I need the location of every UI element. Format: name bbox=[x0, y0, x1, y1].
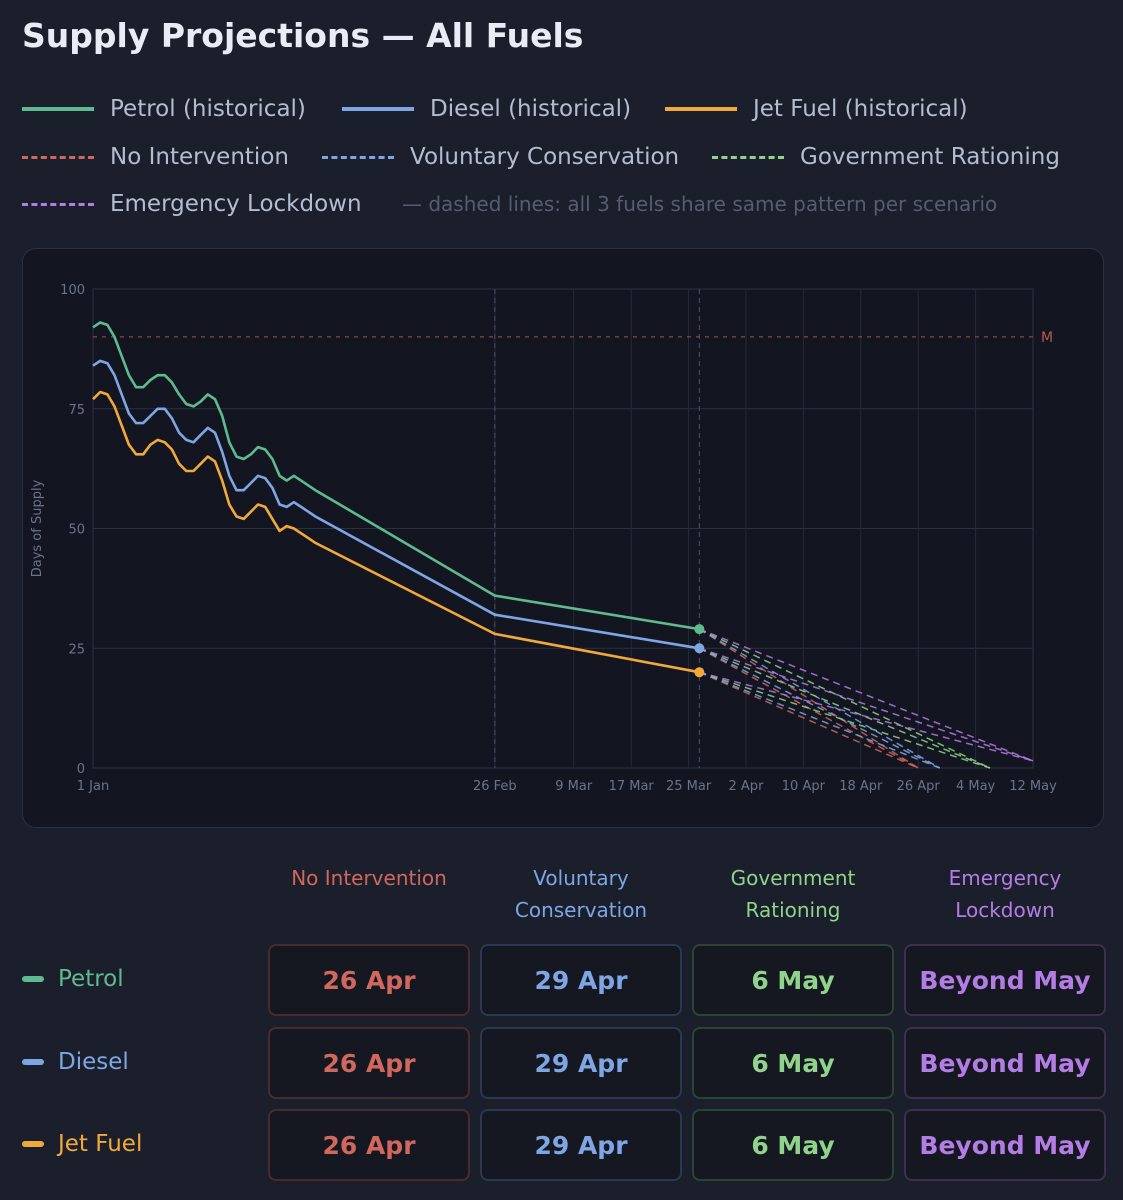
legend-item-petrol[interactable]: Petrol (historical) bbox=[22, 96, 306, 122]
legend-label: Jet Fuel (historical) bbox=[753, 96, 968, 122]
row-dot-diesel bbox=[22, 1059, 44, 1065]
cell-diesel-voluntary-conservation: 29 Apr bbox=[480, 1027, 682, 1099]
column-header-label: Government Rationing bbox=[730, 866, 856, 922]
projection-line-emergency-lockdown bbox=[699, 628, 1034, 762]
column-header-emergency-lockdown: Emergency Lockdown bbox=[904, 862, 1106, 926]
series-endpoint bbox=[694, 624, 705, 635]
series-endpoint bbox=[694, 643, 705, 654]
row-label-text: Diesel bbox=[58, 1049, 129, 1075]
legend-label: Emergency Lockdown bbox=[110, 191, 362, 217]
row-label-text: Jet Fuel bbox=[58, 1131, 143, 1157]
cell-diesel-government-rationing: 6 May bbox=[692, 1027, 894, 1099]
legend-note: — dashed lines: all 3 fuels share same p… bbox=[402, 192, 998, 216]
row-dot-petrol bbox=[22, 976, 44, 982]
y-tick-label: 75 bbox=[68, 403, 85, 418]
projection-line-government-rationing bbox=[699, 628, 991, 769]
x-tick-label: 9 Mar bbox=[555, 779, 593, 794]
legend-label: Voluntary Conservation bbox=[410, 144, 680, 170]
projection-line-no-intervention bbox=[698, 647, 919, 769]
series-line-diesel bbox=[92, 359, 700, 650]
legend-label: Diesel (historical) bbox=[430, 96, 632, 122]
projection-line-government-rationing bbox=[699, 647, 991, 769]
column-header-label: Voluntary Conservation bbox=[514, 866, 648, 922]
x-tick-label: 1 Jan bbox=[77, 779, 109, 794]
cell-petrol-voluntary-conservation: 29 Apr bbox=[480, 944, 682, 1016]
legend-item-jet-fuel[interactable]: Jet Fuel (historical) bbox=[665, 96, 968, 122]
legend-item-voluntary-conservation[interactable]: Voluntary Conservation bbox=[322, 144, 679, 170]
cell-petrol-no-intervention: 26 Apr bbox=[268, 944, 470, 1016]
y-tick-label: 0 bbox=[77, 762, 85, 777]
legend-label: Petrol (historical) bbox=[110, 96, 306, 122]
column-header-voluntary-conservation: Voluntary Conservation bbox=[480, 862, 682, 926]
projection-line-emergency-lockdown bbox=[699, 671, 1034, 762]
legend-item-no-intervention[interactable]: No Intervention bbox=[22, 144, 289, 170]
row-dot-jet-fuel bbox=[22, 1141, 44, 1147]
cell-diesel-no-intervention: 26 Apr bbox=[268, 1027, 470, 1099]
legend-swatch-voluntary-conservation bbox=[322, 155, 394, 159]
legend-swatch-diesel bbox=[342, 107, 414, 111]
projection-line-voluntary-conservation bbox=[699, 647, 941, 769]
row-label-text: Petrol bbox=[58, 966, 124, 992]
x-tick-label: 10 Apr bbox=[782, 779, 826, 794]
x-tick-label: 18 Apr bbox=[839, 779, 883, 794]
projection-line-voluntary-conservation bbox=[698, 628, 941, 769]
legend-swatch-government-rationing bbox=[712, 155, 784, 159]
cell-petrol-emergency-lockdown: Beyond May bbox=[904, 944, 1106, 1016]
legend-swatch-no-intervention bbox=[22, 155, 94, 159]
legend-item-diesel[interactable]: Diesel (historical) bbox=[342, 96, 631, 122]
x-tick-label: 2 Apr bbox=[729, 779, 765, 794]
legend-label: No Intervention bbox=[110, 144, 289, 170]
projection-line-no-intervention bbox=[698, 628, 919, 769]
x-tick-label: 17 Mar bbox=[609, 779, 655, 794]
cell-jet-fuel-no-intervention: 26 Apr bbox=[268, 1109, 470, 1181]
cell-jet-fuel-voluntary-conservation: 29 Apr bbox=[480, 1109, 682, 1181]
row-label-petrol: Petrol bbox=[22, 966, 124, 992]
series-line-jet bbox=[92, 390, 700, 674]
row-label-diesel: Diesel bbox=[22, 1049, 129, 1075]
column-header-no-intervention: No Intervention bbox=[291, 866, 447, 890]
y-tick-label: 100 bbox=[60, 283, 85, 298]
cell-diesel-emergency-lockdown: Beyond May bbox=[904, 1027, 1106, 1099]
legend-label: Government Rationing bbox=[800, 144, 1060, 170]
series-endpoint bbox=[694, 667, 705, 678]
column-header-label: Emergency Lockdown bbox=[948, 866, 1062, 922]
cell-jet-fuel-emergency-lockdown: Beyond May bbox=[904, 1109, 1106, 1181]
legend-item-emergency-lockdown[interactable]: Emergency Lockdown bbox=[22, 191, 362, 217]
legend-swatch-jet-fuel bbox=[665, 107, 737, 111]
x-tick-label: 25 Mar bbox=[666, 779, 712, 794]
y-tick-label: 50 bbox=[68, 523, 85, 538]
row-label-jet-fuel: Jet Fuel bbox=[22, 1131, 142, 1157]
cell-jet-fuel-government-rationing: 6 May bbox=[692, 1109, 894, 1181]
projection-line-emergency-lockdown bbox=[699, 647, 1034, 762]
chart-card: 0 25 50 75 100 1 Jan 26 Feb 9 Mar 17 Mar 25 Mar 2 … bbox=[22, 248, 1104, 828]
cell-petrol-government-rationing: 6 May bbox=[692, 944, 894, 1016]
legend-swatch-emergency-lockdown bbox=[22, 202, 94, 206]
x-tick-label: 4 May bbox=[956, 779, 996, 794]
legend-item-government-rationing[interactable]: Government Rationing bbox=[712, 144, 1060, 170]
y-tick-label: 25 bbox=[68, 642, 85, 657]
series-line-petrol bbox=[92, 321, 700, 631]
legend-swatch-petrol bbox=[22, 107, 94, 111]
projection-line-no-intervention bbox=[699, 671, 919, 769]
page-title: Supply Projections — All Fuels bbox=[22, 16, 584, 55]
supply-chart[interactable]: 0 25 50 75 100 1 Jan 26 Feb 9 Mar 17 Mar 25 Mar 2 … bbox=[23, 249, 1105, 829]
projection-line-government-rationing bbox=[699, 671, 991, 769]
y-axis-label: Days of Supply bbox=[30, 479, 45, 577]
x-tick-label: 26 Apr bbox=[897, 779, 941, 794]
x-tick-label: 12 May bbox=[1009, 779, 1057, 794]
x-tick-label: 26 Feb bbox=[473, 779, 517, 794]
reference-line-label: M bbox=[1041, 330, 1053, 346]
column-header-government-rationing: Government Rationing bbox=[692, 862, 894, 926]
